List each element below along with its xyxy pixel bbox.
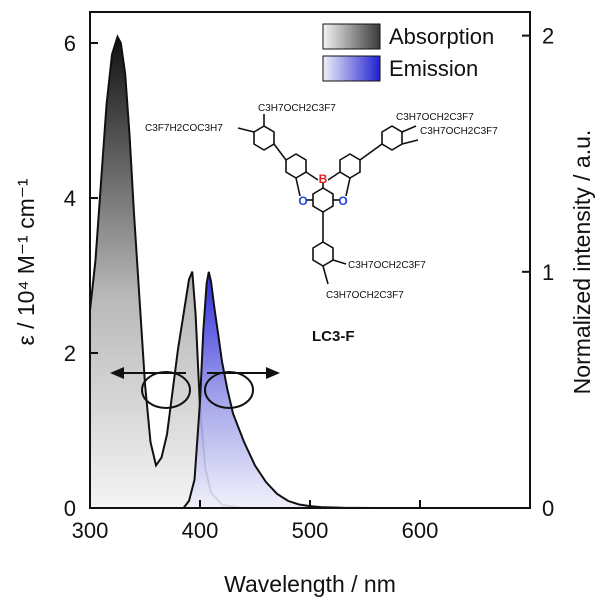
- legend-label-emission: Emission: [389, 56, 478, 81]
- y-right-tick-label-1: 1: [542, 260, 554, 285]
- x-tick-label-500: 500: [292, 518, 329, 543]
- formula-top-left-2: C3H7OCH2C3F7: [258, 103, 336, 114]
- arrow-left-icon: [110, 367, 124, 379]
- formula-top-right-1: C3H7OCH2C3F7: [396, 112, 474, 123]
- atom-oxygen-right: O: [338, 194, 347, 208]
- y-axis-left-title: ε / 10⁴ M⁻¹ cm⁻¹: [13, 178, 39, 345]
- formula-bottom-2: C3H7OCH2C3F7: [326, 290, 404, 301]
- legend-label-absorption: Absorption: [389, 24, 494, 49]
- compound-label: LC3-F: [312, 328, 355, 345]
- atom-oxygen-left: O: [298, 194, 307, 208]
- formula-top-right-2: C3H7OCH2C3F7: [420, 126, 498, 137]
- y-right-tick-label-2: 2: [542, 24, 554, 49]
- y-left-tick-label-2: 2: [64, 341, 76, 366]
- axis-annotation: [110, 367, 280, 409]
- legend-swatch-emission: [322, 55, 381, 82]
- x-axis-title: Wavelength / nm: [224, 571, 396, 597]
- series-area-emission: [183, 271, 530, 508]
- formula-bottom-1: C3H7OCH2C3F7: [348, 260, 426, 271]
- atom-boron: B: [319, 172, 328, 186]
- legend-swatch-absorption: [322, 23, 381, 50]
- y-right-tick-label-0: 0: [542, 496, 554, 521]
- arrow-right-icon: [266, 367, 280, 379]
- series-area-absorption: [90, 36, 530, 508]
- x-tick-label-300: 300: [72, 518, 109, 543]
- y-left-tick-label-0: 0: [64, 496, 76, 521]
- molecule-structure: B O O C3F7H2COC3H7 C3H7OCH2C3F7 C3H7OCH2…: [145, 103, 498, 345]
- x-tick-label-400: 400: [182, 518, 219, 543]
- y-left-tick-label-6: 6: [64, 31, 76, 56]
- y-left-tick-label-4: 4: [64, 186, 76, 211]
- plot-frame: [89, 11, 531, 509]
- y-axis-right-title: Normalized intensity / a.u.: [569, 130, 595, 395]
- formula-top-left-1: C3F7H2COC3H7: [145, 123, 223, 134]
- legend: Absorption Emission: [322, 23, 494, 82]
- x-tick-label-600: 600: [402, 518, 439, 543]
